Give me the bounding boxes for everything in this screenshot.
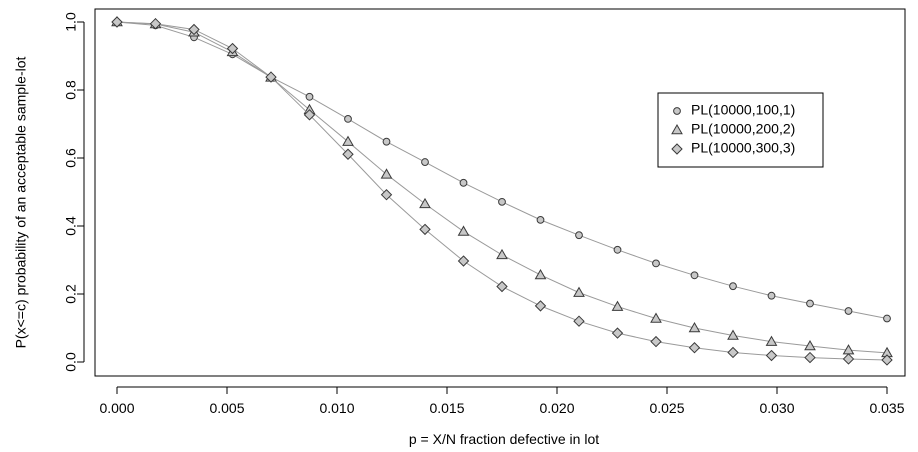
x-axis: 0.000 0.005 0.010 0.015 0.020 0.025 0.030 0.035 — [99, 386, 905, 416]
data-point — [149, 17, 162, 30]
x-axis-label: p = X/N fraction defective in lot — [409, 431, 599, 447]
data-point — [419, 197, 431, 209]
data-point — [842, 353, 855, 365]
data-point — [496, 280, 508, 293]
data-point — [690, 271, 699, 280]
y-axis: 0.0 0.2 0.4 0.6 0.8 1.0 — [63, 12, 85, 372]
x-tick-label: 0.000 — [99, 400, 134, 416]
y-tick-label: 0.0 — [63, 352, 79, 372]
x-tick-label: 0.015 — [429, 400, 464, 416]
y-axis-label: P(x<=c) probability of an acceptable sam… — [13, 56, 29, 348]
legend-box — [657, 92, 824, 168]
x-tick-label: 0.025 — [649, 400, 684, 416]
data-point — [457, 255, 470, 267]
y-tick-label: 0.6 — [63, 148, 79, 168]
data-point — [881, 354, 893, 366]
data-point — [765, 349, 778, 362]
legend-marker — [671, 123, 683, 135]
data-point — [575, 231, 583, 240]
legend: PL(10000,100,1) PL(10000,200,2) PL(10000,3… — [657, 92, 824, 168]
x-tick-label: 0.020 — [539, 400, 574, 416]
legend-label: PL(10000,200,2) — [691, 121, 795, 137]
data-point — [727, 329, 739, 340]
legend-label: PL(10000,100,1) — [691, 102, 795, 118]
data-point — [688, 342, 701, 354]
data-point — [806, 299, 814, 308]
data-point — [380, 189, 393, 201]
data-point — [380, 168, 393, 179]
data-point — [382, 137, 391, 146]
y-tick-label: 1.0 — [63, 12, 79, 32]
data-point — [421, 158, 429, 166]
data-point — [650, 312, 662, 323]
data-point — [611, 300, 624, 311]
legend-marker — [673, 107, 681, 115]
data-point — [573, 315, 585, 327]
data-point — [342, 135, 354, 146]
data-point — [765, 335, 778, 346]
data-point — [344, 115, 352, 123]
data-point — [804, 351, 816, 364]
data-point — [729, 282, 737, 291]
data-point — [613, 245, 622, 254]
y-tick-label: 0.8 — [63, 80, 79, 100]
data-point — [767, 291, 776, 300]
y-tick-label: 0.4 — [63, 216, 79, 236]
data-point — [303, 109, 316, 121]
data-point — [226, 42, 239, 55]
data-point — [496, 248, 508, 260]
data-point — [652, 259, 660, 268]
data-point — [804, 340, 816, 351]
data-point — [534, 268, 547, 280]
data-point — [650, 335, 662, 348]
data-point — [265, 71, 277, 83]
data-point — [844, 307, 853, 315]
data-point — [611, 327, 624, 339]
data-point — [459, 178, 468, 187]
data-point — [536, 215, 545, 224]
data-point — [534, 300, 547, 312]
data-point — [111, 16, 123, 28]
x-tick-label: 0.030 — [759, 400, 794, 416]
plot-frame — [94, 8, 906, 377]
data-point — [305, 92, 314, 101]
series-3 — [111, 16, 893, 366]
data-point — [498, 197, 506, 206]
data-point — [188, 23, 200, 36]
legend-label: PL(10000,300,3) — [691, 140, 795, 156]
x-tick-label: 0.010 — [319, 400, 354, 416]
series-2 — [111, 15, 893, 358]
x-tick-label: 0.005 — [209, 400, 244, 416]
legend-marker — [671, 143, 683, 155]
data-point — [573, 286, 585, 297]
data-point — [457, 225, 470, 236]
x-tick-label: 0.035 — [869, 400, 904, 416]
data-point — [419, 223, 431, 236]
data-point — [688, 321, 701, 333]
data-point — [727, 346, 739, 359]
series-layer — [111, 15, 893, 366]
data-point — [883, 314, 891, 323]
y-tick-label: 0.2 — [63, 284, 79, 304]
data-point — [342, 148, 354, 160]
